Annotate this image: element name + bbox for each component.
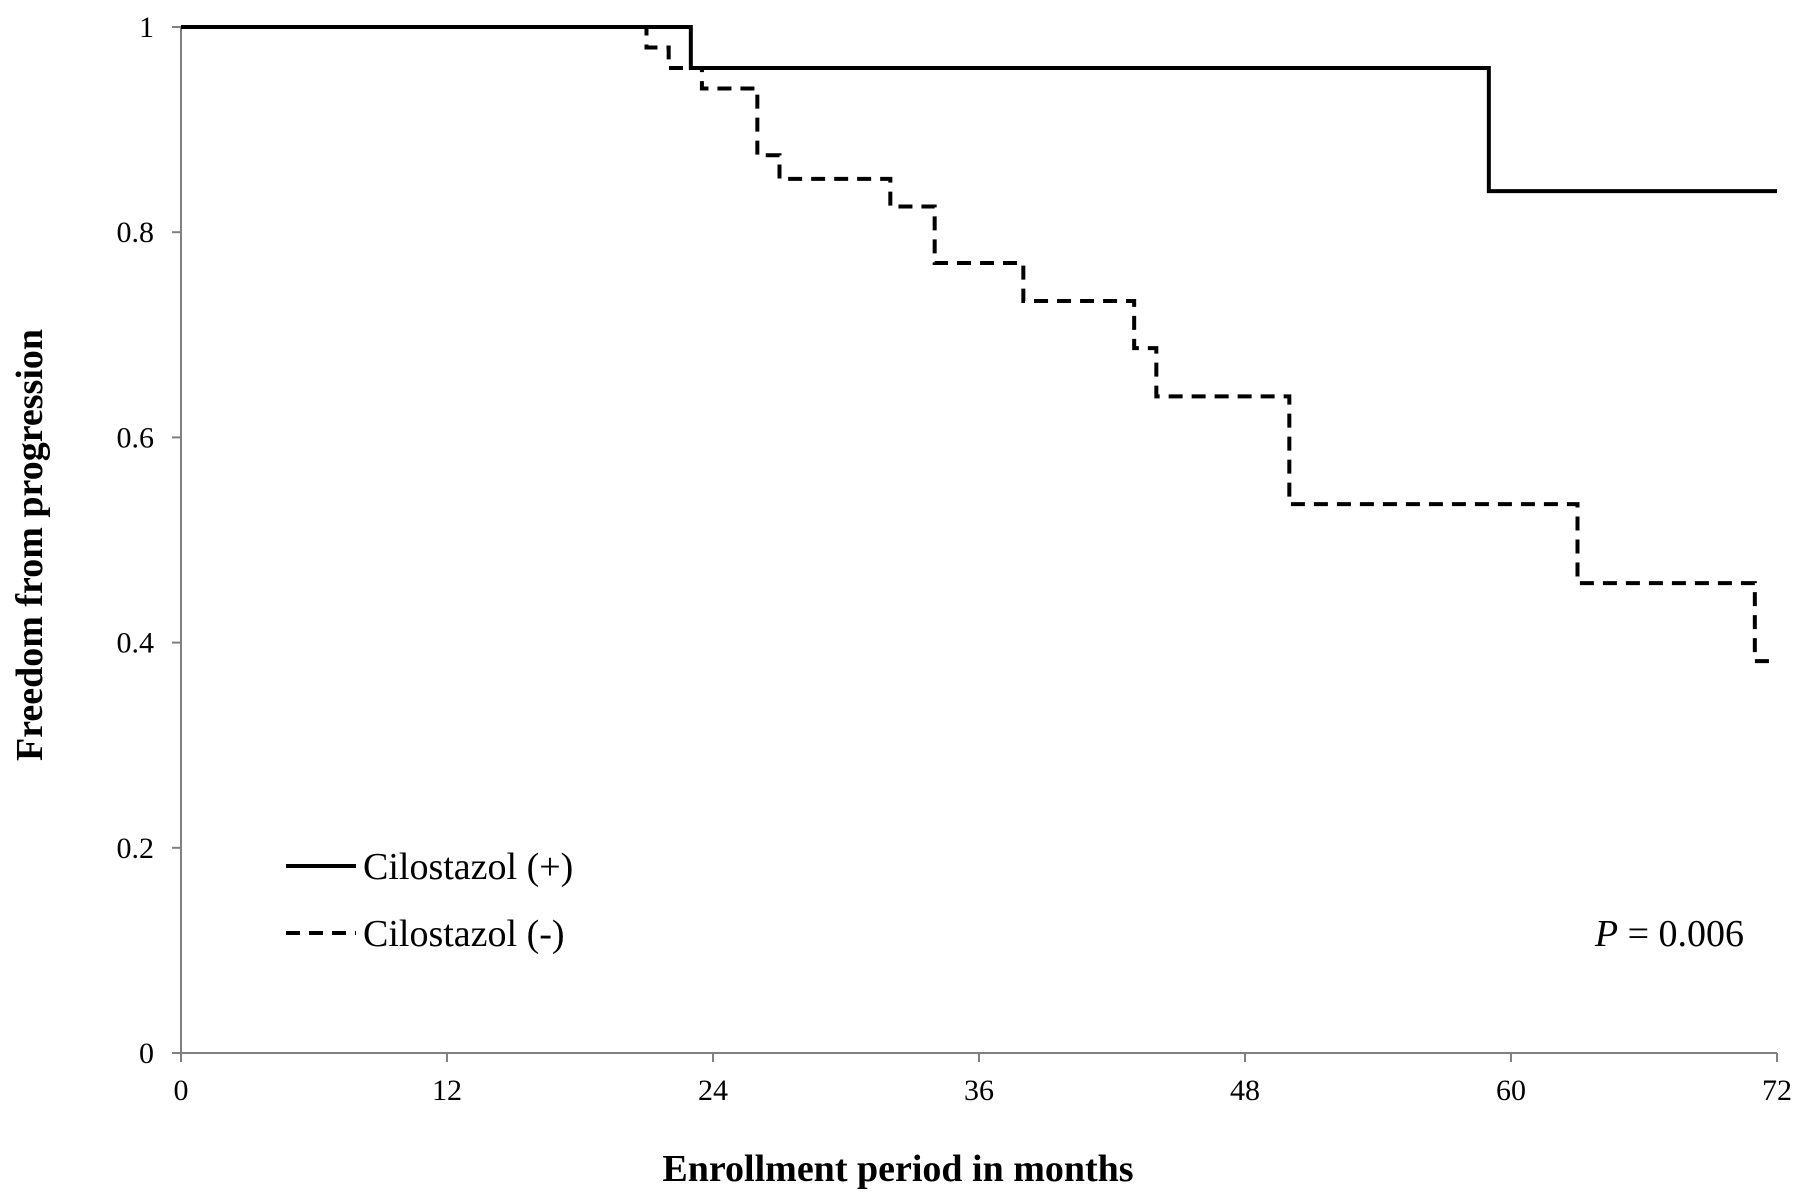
- legend-label-cilostazol-minus: Cilostazol (-): [363, 913, 565, 955]
- y-axis-title: Freedom from progression: [9, 329, 51, 761]
- x-axis-title: Enrollment period in months: [662, 1148, 1133, 1190]
- y-tick-label: 0.6: [117, 421, 155, 454]
- x-axis-ticks: 0 12 24 36 48 60 72: [174, 1053, 1792, 1107]
- axes: [180, 27, 1777, 1054]
- y-tick-label: 0: [139, 1037, 154, 1070]
- legend: Cilostazol (+) Cilostazol (-): [286, 846, 573, 955]
- x-tick-label: 0: [174, 1074, 189, 1107]
- p-value-annotation: P = 0.006: [1594, 913, 1744, 955]
- series-layer: [181, 25, 1777, 664]
- x-tick-label: 12: [432, 1074, 462, 1107]
- series-line-cilostazol-minus: [181, 25, 1777, 664]
- y-tick-label: 0.4: [117, 627, 155, 660]
- x-tick-label: 24: [698, 1074, 728, 1107]
- series-line-cilostazol-plus: [181, 25, 1777, 194]
- x-tick-label: 36: [964, 1074, 994, 1107]
- y-tick-label: 0.8: [117, 216, 155, 249]
- y-axis-ticks: 0 0.2 0.4 0.6 0.8 1: [117, 11, 181, 1070]
- x-tick-label: 60: [1496, 1074, 1526, 1107]
- y-tick-label: 1: [139, 11, 154, 44]
- y-tick-label: 0.2: [117, 832, 155, 865]
- legend-label-cilostazol-plus: Cilostazol (+): [363, 846, 573, 888]
- x-tick-label: 48: [1230, 1074, 1260, 1107]
- x-tick-label: 72: [1762, 1074, 1792, 1107]
